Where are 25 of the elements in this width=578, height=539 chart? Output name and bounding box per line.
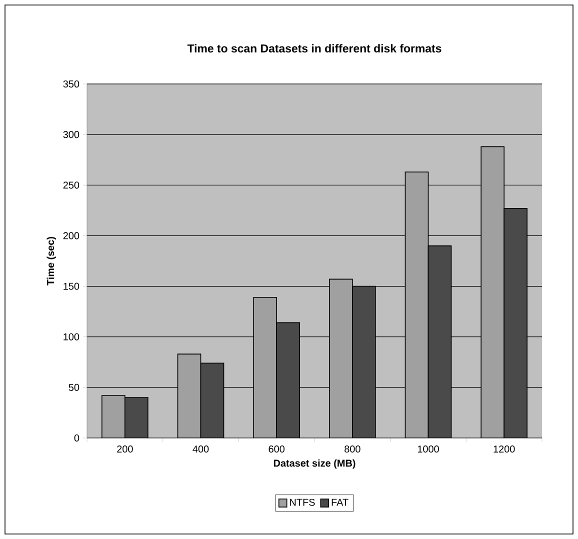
x-tick-label: 800 [344,446,360,453]
bar [276,322,300,438]
x-tick-label: 1000 [418,446,439,453]
chart-title: Time to scan Datasets in different disk formats [187,44,442,52]
bar [504,208,528,438]
x-axis-title: Dataset size (MB) [274,459,356,469]
bar [200,362,224,438]
legend-label: NTFS [290,498,315,506]
y-tick-label: 50 [68,384,80,391]
y-axis-title: Time (sec) [46,236,56,286]
bar [352,286,376,438]
y-tick-label: 150 [64,282,80,290]
y-tick-label: 200 [63,232,80,240]
x-tick-label: 600 [268,446,285,453]
y-tick-label: 0 [74,434,80,442]
x-tick-label: 1200 [494,446,515,453]
bar [124,397,148,438]
legend-label: FAT [332,498,348,506]
y-tick-label: 300 [63,131,80,138]
x-tick-label: 200 [117,446,133,453]
y-tick-label: 100 [64,333,80,340]
y-tick-label: 250 [63,182,80,189]
y-tick-label: 350 [63,80,80,88]
bar [428,245,452,438]
x-tick-label: 400 [192,446,209,453]
